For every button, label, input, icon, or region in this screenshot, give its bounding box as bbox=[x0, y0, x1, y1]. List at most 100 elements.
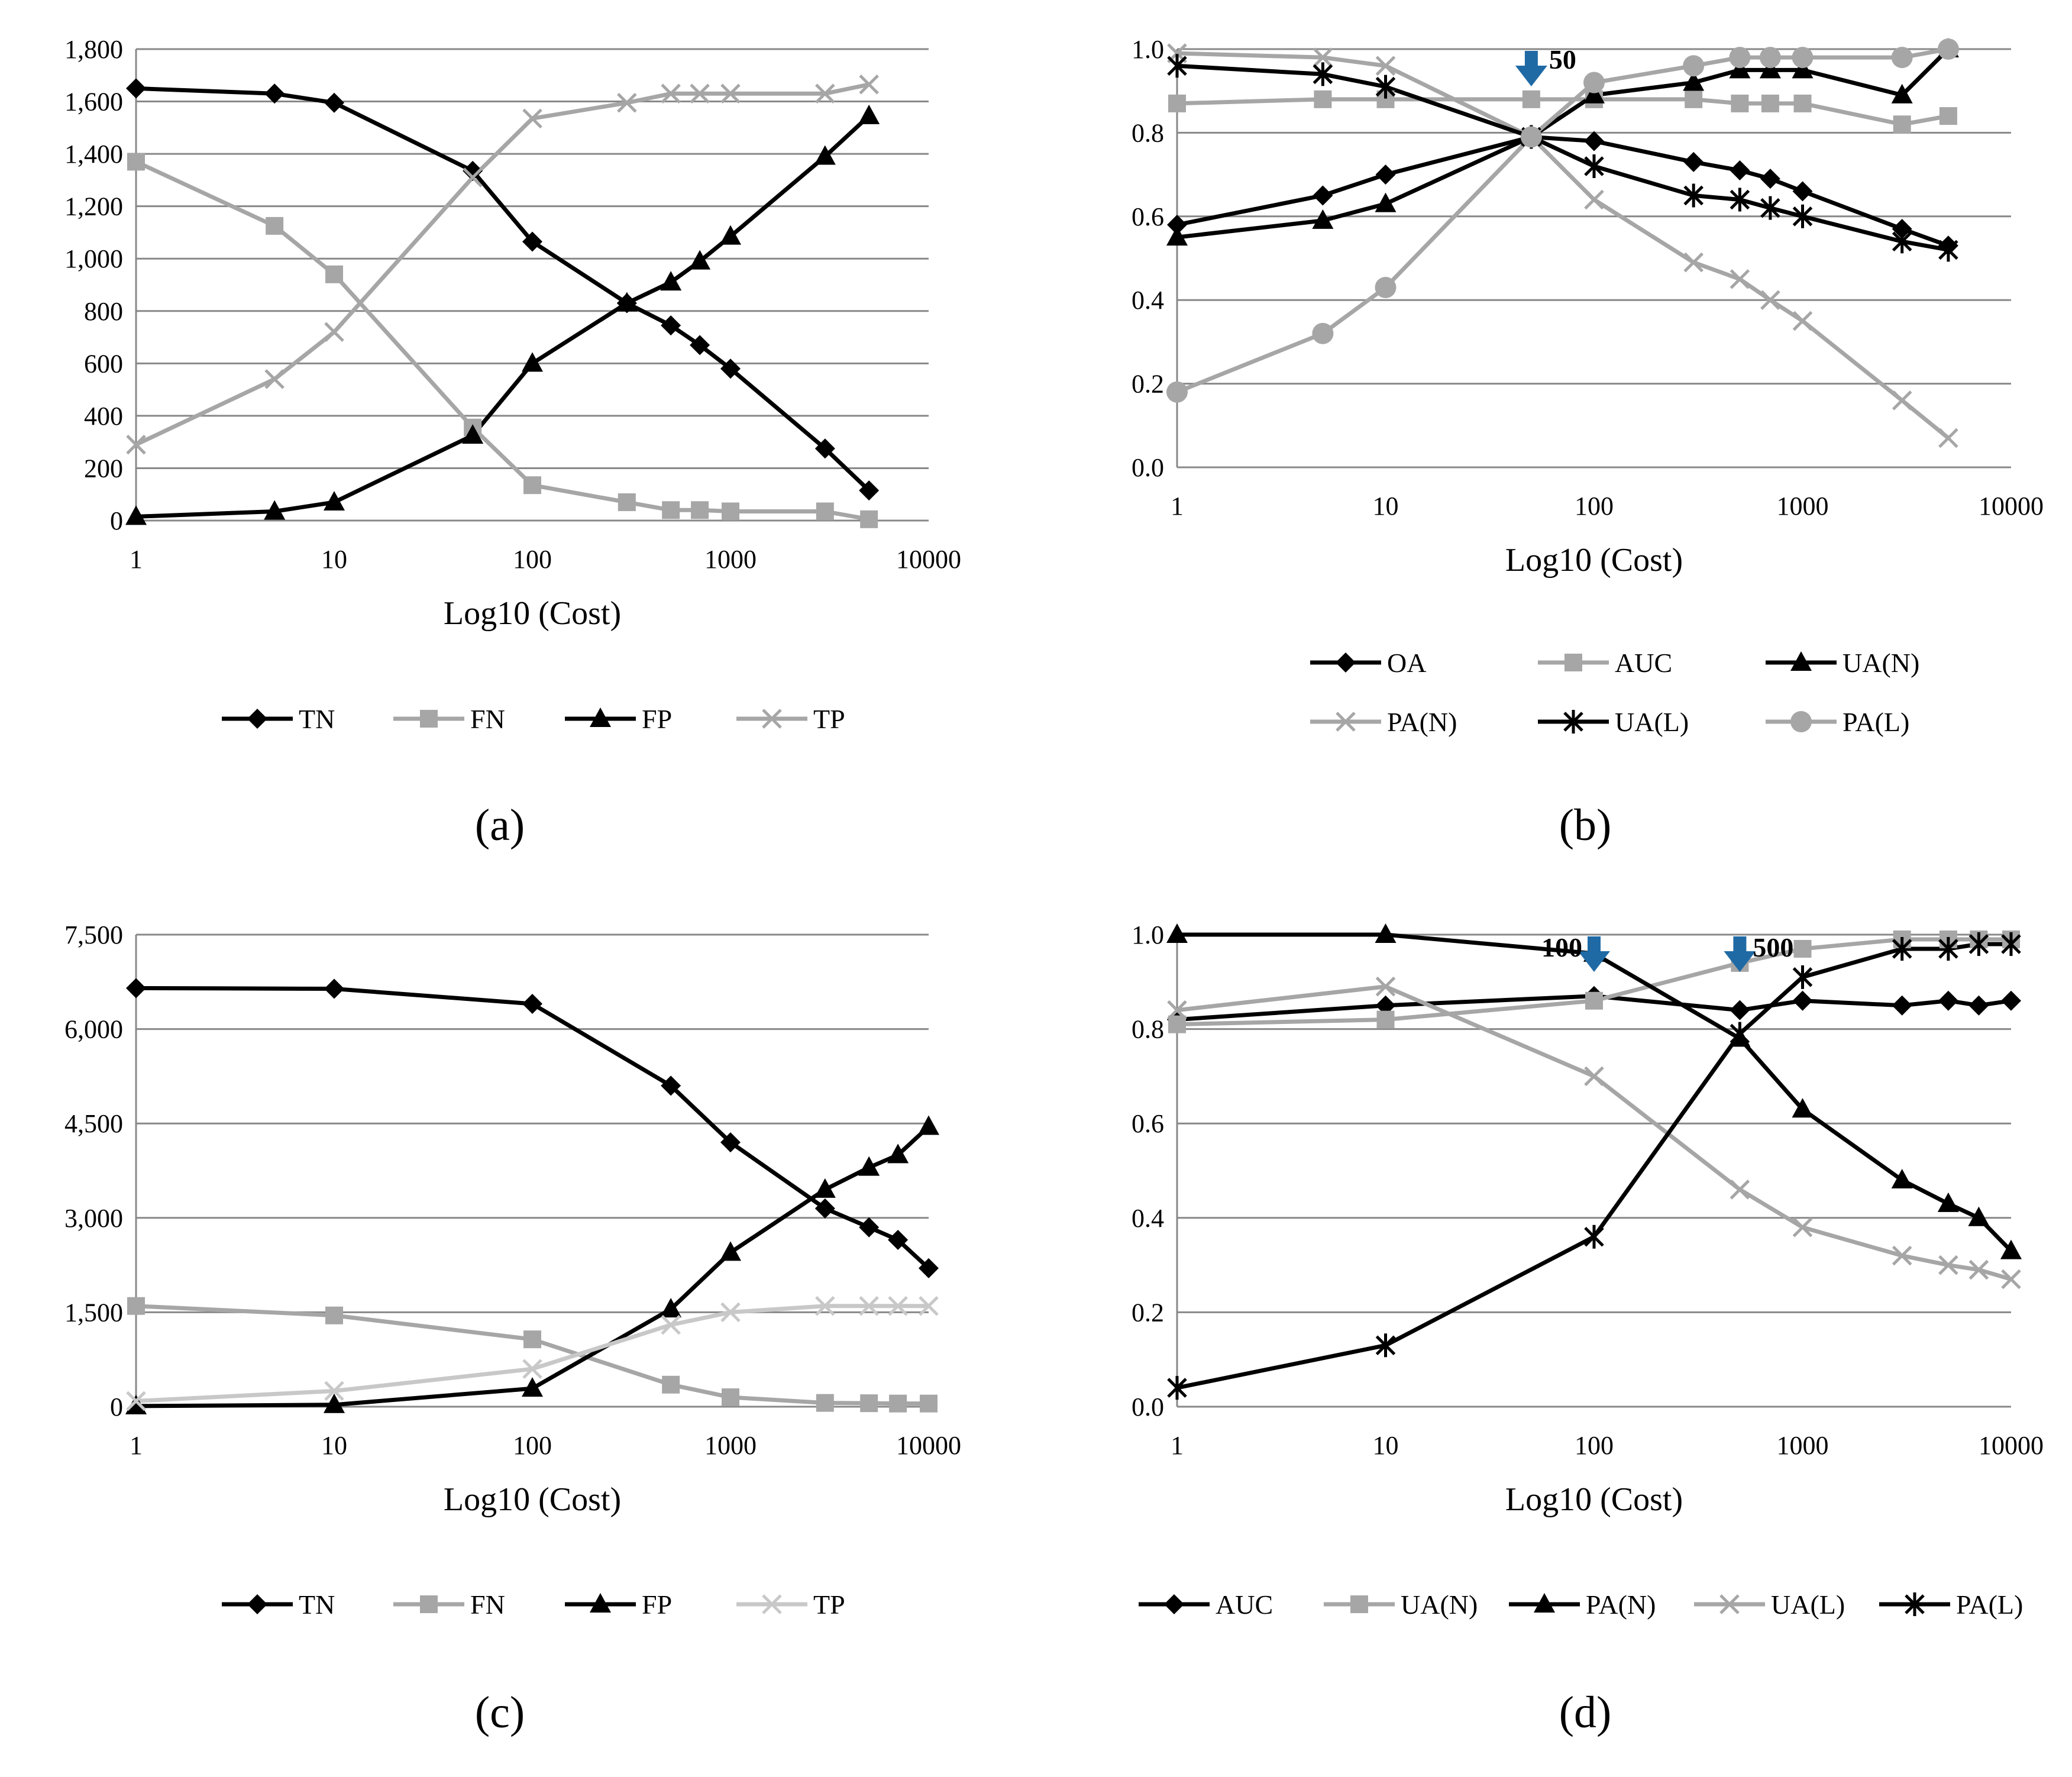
data-point-tn bbox=[690, 335, 710, 356]
data-point-pan bbox=[1792, 1098, 1814, 1118]
data-point-uan bbox=[1583, 83, 1605, 104]
data-point-tp bbox=[859, 1295, 879, 1316]
data-point-auc bbox=[1892, 995, 1912, 1016]
legend-label: OA bbox=[1387, 648, 1426, 678]
series-line-tn bbox=[135, 986, 930, 1270]
data-point-pal bbox=[1583, 72, 1605, 93]
y-tick-label: 1,500 bbox=[64, 1298, 123, 1327]
y-tick-label: 6,000 bbox=[64, 1015, 123, 1044]
data-point-ual bbox=[1892, 230, 1912, 254]
legend-item: FP bbox=[565, 1589, 672, 1620]
data-point-fp bbox=[858, 104, 880, 124]
annotation-label: 500 bbox=[1753, 932, 1793, 962]
legend-label: PA(L) bbox=[1956, 1589, 2023, 1620]
data-point-ual bbox=[1375, 977, 1396, 997]
x-tick-label: 10 bbox=[1373, 492, 1399, 521]
data-point-fn bbox=[662, 1375, 680, 1394]
x-tick-label: 1000 bbox=[704, 1431, 757, 1460]
data-point-uan bbox=[1729, 59, 1751, 79]
data-point-pal bbox=[1759, 47, 1781, 69]
data-point-fn bbox=[127, 1297, 145, 1315]
data-point-fp bbox=[522, 352, 543, 372]
data-point-fn bbox=[691, 501, 709, 519]
chart-b: 0.0 0.2 0.4 0.6 0.8 1.0 1 10 100 1000 10000 Log10 (… bbox=[1132, 35, 2044, 850]
data-point-fp bbox=[264, 500, 286, 520]
data-point-oa bbox=[1892, 219, 1912, 240]
data-point-ual bbox=[1792, 204, 1813, 228]
data-point-pan bbox=[1968, 1206, 1990, 1226]
data-point-tn bbox=[720, 1132, 741, 1153]
data-point-fn bbox=[722, 502, 739, 521]
data-point-fp bbox=[660, 271, 682, 291]
data-point-pan bbox=[1760, 290, 1780, 310]
data-point-fp bbox=[324, 491, 345, 511]
data-point-pan bbox=[1375, 923, 1397, 943]
chart-a: 0 200 400 600 800 1,000 1,200 1,400 1,600 1,800 1 1… bbox=[64, 35, 961, 850]
data-point-tn bbox=[522, 994, 542, 1014]
data-point-fp bbox=[125, 1394, 147, 1414]
annotation-label: 100 bbox=[1541, 932, 1582, 962]
data-point-fp bbox=[616, 292, 638, 312]
legend-marker bbox=[762, 709, 782, 729]
legend-marker bbox=[420, 1595, 438, 1613]
legend-item: UA(N) bbox=[1324, 1589, 1478, 1620]
data-point-tp bbox=[463, 167, 483, 188]
data-point-pan bbox=[1683, 252, 1703, 273]
data-point-fn bbox=[325, 265, 343, 283]
data-point-tn bbox=[126, 978, 146, 999]
x-axis-title: Log10 (Cost) bbox=[444, 1481, 621, 1518]
legend-label: PA(N) bbox=[1387, 707, 1457, 737]
data-point-pan bbox=[1584, 189, 1604, 210]
legend-marker bbox=[590, 707, 611, 727]
data-point-fn bbox=[860, 1394, 878, 1413]
y-tick-label: 200 bbox=[84, 454, 123, 483]
legend-item: UA(N) bbox=[1766, 648, 1919, 678]
data-point-fn bbox=[127, 153, 145, 171]
data-point-tp bbox=[815, 83, 835, 104]
legend-item: TN bbox=[222, 704, 335, 734]
legend-label: TN bbox=[299, 1589, 335, 1620]
data-point-fn bbox=[618, 493, 636, 512]
data-point-fn bbox=[816, 1394, 834, 1412]
x-axis-title: Log10 (Cost) bbox=[1505, 542, 1683, 579]
series-line-fn bbox=[135, 160, 869, 522]
x-tick-label: 1000 bbox=[704, 545, 757, 574]
legend-marker bbox=[1564, 654, 1582, 671]
panel-label: (a) bbox=[475, 800, 525, 850]
y-tick-label: 1.0 bbox=[1132, 920, 1164, 949]
data-point-fp bbox=[462, 424, 484, 444]
data-point-pal bbox=[1729, 47, 1751, 69]
data-point-uan bbox=[1891, 83, 1913, 104]
legend-item: TN bbox=[222, 1589, 335, 1620]
legend-item: AUC bbox=[1139, 1589, 1273, 1620]
data-point-fn bbox=[722, 1388, 739, 1407]
data-point-tn bbox=[859, 480, 880, 501]
data-point-tp bbox=[522, 1359, 542, 1379]
data-point-uan bbox=[1312, 209, 1334, 229]
data-point-uan bbox=[1168, 1015, 1186, 1033]
data-point-fn bbox=[523, 476, 541, 495]
legend-marker bbox=[762, 1594, 782, 1614]
chart-d: 0.0 0.2 0.4 0.6 0.8 1.0 1 10 100 1000 10000 Log10 (… bbox=[1132, 920, 2044, 1737]
legend-label: FN bbox=[470, 1589, 505, 1620]
data-point-tp bbox=[324, 1381, 344, 1401]
data-point-tp bbox=[522, 108, 542, 129]
y-tick-label: 1,600 bbox=[64, 88, 123, 117]
data-point-ual bbox=[1683, 183, 1703, 208]
legend-marker bbox=[1350, 1595, 1368, 1613]
data-point-tp bbox=[126, 1391, 146, 1411]
data-point-ual bbox=[1938, 1255, 1958, 1275]
data-point-pal bbox=[1730, 1022, 1750, 1046]
data-point-tn bbox=[661, 1075, 681, 1096]
data-point-auc bbox=[2001, 990, 2021, 1011]
data-point-fn bbox=[523, 1330, 541, 1349]
data-point-tp bbox=[919, 1295, 939, 1316]
data-point-tn bbox=[888, 1230, 909, 1251]
data-point-pal bbox=[1937, 38, 1959, 60]
data-point-oa bbox=[1584, 131, 1604, 151]
annotation-arrow-icon bbox=[1578, 936, 1610, 972]
annotation-arrow-icon bbox=[1515, 51, 1547, 86]
panel-label: (d) bbox=[1559, 1688, 1612, 1737]
data-point-ual bbox=[1760, 196, 1780, 220]
